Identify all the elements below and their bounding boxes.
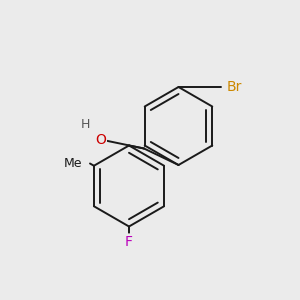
Text: Me: Me	[64, 157, 82, 170]
Text: O: O	[95, 133, 106, 146]
Text: F: F	[125, 235, 133, 248]
Text: H: H	[81, 118, 90, 131]
Text: Br: Br	[227, 80, 242, 94]
